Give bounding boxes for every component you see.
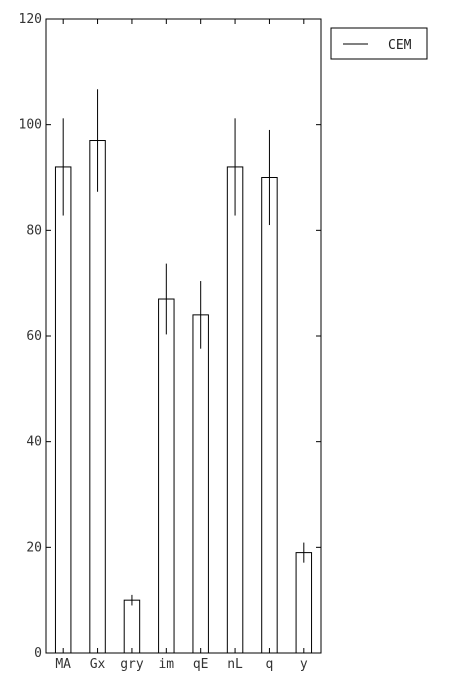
plot-frame [45,18,322,654]
bar-im [158,298,175,654]
bars-group [54,140,313,654]
x-tick-label: y [300,657,308,672]
bar-q [261,177,278,654]
x-tick-label: nL [227,657,243,672]
bar-nL [226,166,244,654]
x-tick-label: gry [120,657,144,672]
x-tick-label: im [158,657,174,672]
legend-label: CEM [388,38,412,53]
bar-Gx [89,140,106,654]
bar-MA [54,166,72,654]
y-tick-label: 100 [19,118,42,133]
y-tick-label: 40 [26,435,42,450]
error-bars-group [62,89,305,606]
x-tick-label: qE [193,657,209,672]
y-tick-label: 60 [26,329,42,344]
x-tick-label: MA [55,657,71,672]
x-axis: MA Gx gry im qE nL q y [55,19,308,672]
bar-gry [123,599,141,654]
y-tick-label: 0 [34,646,42,661]
bar-qE [192,314,209,654]
y-tick-label: 120 [19,12,42,27]
y-axis: 0 20 40 60 80 100 120 [19,12,321,661]
x-tick-label: q [266,657,274,672]
y-tick-label: 80 [26,223,42,238]
y-tick-label: 20 [26,540,42,555]
legend: CEM [330,27,428,60]
bar-y [295,552,313,654]
x-tick-label: Gx [90,657,106,672]
